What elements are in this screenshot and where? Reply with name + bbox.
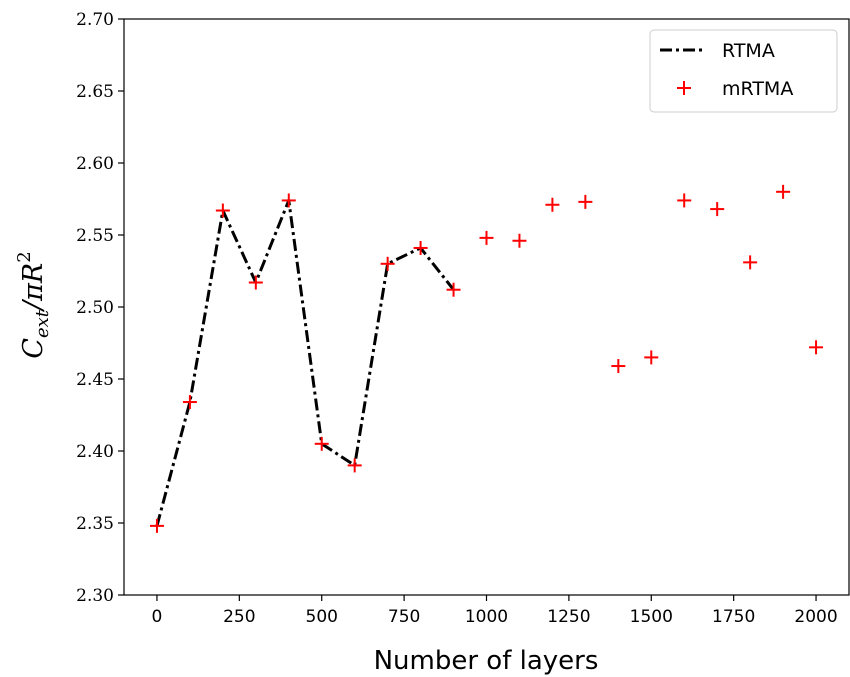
y-tick-label: 2.60	[76, 154, 114, 174]
x-tick-label: 1000	[465, 607, 508, 627]
y-tick-label: 2.55	[76, 226, 114, 246]
y-axis-label-rest: /πR	[18, 263, 49, 313]
data-point-mrtma	[578, 194, 593, 209]
y-axis-label-sup: 2	[14, 251, 35, 262]
data-point-mrtma	[479, 230, 494, 245]
y-tick-label: 2.50	[76, 298, 114, 318]
y-axis-label: Cext/πR2	[14, 251, 53, 358]
legend-box	[649, 29, 838, 113]
y-tick-label: 2.45	[76, 370, 114, 390]
y-tick-label: 2.35	[76, 514, 114, 534]
data-point-mrtma	[248, 275, 263, 290]
data-point-mrtma	[413, 240, 428, 255]
data-point-mrtma	[281, 193, 296, 208]
data-point-mrtma	[776, 184, 791, 199]
data-point-mrtma	[380, 256, 395, 271]
series-line-rtma	[155, 198, 455, 527]
data-point-mrtma	[644, 350, 659, 365]
axis-ticks: 0 250 500 750 1000 1250 1500 1750 2000 2.30 2.35 2.…	[76, 10, 838, 627]
plot-area	[149, 184, 824, 533]
data-point-mrtma	[677, 193, 692, 208]
data-point-mrtma	[149, 518, 164, 533]
data-point-mrtma	[314, 436, 329, 451]
legend: RTMA mRTMA	[649, 29, 838, 113]
data-point-mrtma	[446, 282, 461, 297]
data-point-mrtma	[215, 203, 230, 218]
legend-marker-mrtma	[677, 81, 691, 95]
data-point-mrtma	[710, 202, 725, 217]
y-tick-label: 2.70	[76, 10, 114, 30]
data-point-mrtma	[512, 233, 527, 248]
x-axis-label: Number of layers	[374, 646, 599, 676]
data-point-mrtma	[545, 197, 560, 212]
x-tick-label: 1750	[712, 607, 755, 627]
x-tick-label: 250	[223, 607, 255, 627]
legend-label-rtma: RTMA	[722, 40, 775, 62]
x-tick-label: 2000	[794, 607, 837, 627]
y-axis-label-main: C	[18, 338, 49, 359]
legend-label-mrtma: mRTMA	[722, 78, 793, 100]
data-point-mrtma	[611, 359, 626, 374]
y-tick-label: 2.65	[76, 82, 114, 102]
x-tick-label: 1500	[630, 607, 673, 627]
y-tick-label: 2.30	[76, 586, 114, 606]
data-point-mrtma	[182, 395, 197, 410]
y-tick-label: 2.40	[76, 442, 114, 462]
y-axis-label-sub: ext	[32, 309, 53, 338]
data-point-mrtma	[743, 255, 758, 270]
x-tick-label: 1250	[547, 607, 590, 627]
x-tick-label: 750	[388, 607, 420, 627]
x-tick-label: 500	[306, 607, 338, 627]
data-point-mrtma	[347, 458, 362, 473]
data-point-mrtma	[809, 340, 824, 355]
x-tick-label: 0	[152, 607, 163, 627]
